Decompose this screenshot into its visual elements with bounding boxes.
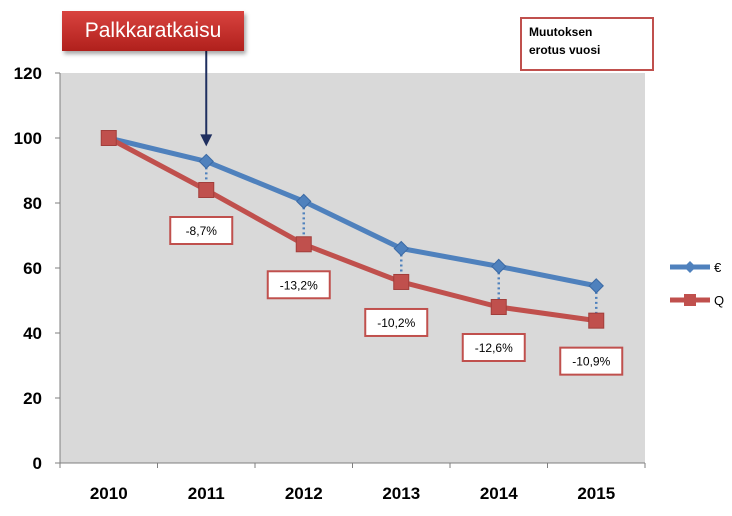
point-marker	[490, 299, 507, 315]
legend-marker	[684, 294, 696, 306]
banner-palkkaratkaisu: Palkkaratkaisu	[62, 11, 244, 51]
difference-label: -10,9%	[572, 355, 610, 369]
note-line-2: erotus vuosi	[529, 43, 601, 57]
x-tick-label: 2013	[382, 484, 420, 503]
point-marker	[295, 236, 312, 253]
difference-box	[169, 216, 234, 245]
legend: €Q	[670, 260, 724, 308]
y-tick-label: 20	[23, 389, 42, 408]
legend-marker	[684, 261, 696, 273]
difference-label: -8,7%	[186, 224, 218, 238]
legend-label: Q	[714, 293, 724, 308]
note-box: Muutoksen erotus vuosi	[520, 17, 654, 71]
banner-arrow	[200, 51, 213, 147]
y-tick-label: 0	[33, 454, 42, 473]
difference-box	[559, 346, 624, 376]
y-tick-label: 80	[23, 194, 42, 213]
point-marker	[296, 193, 312, 210]
x-tick-label: 2010	[90, 484, 128, 503]
difference-box	[266, 270, 331, 300]
difference-box	[364, 307, 429, 337]
point-marker	[198, 182, 215, 198]
difference-label: -12,6%	[475, 341, 513, 355]
legend-label: €	[714, 260, 722, 275]
series-line-0	[108, 135, 597, 289]
difference-boxes: -8,7% -13,2% -10,2% -12,6% -10,9%	[169, 216, 624, 376]
point-marker	[588, 278, 604, 294]
point-marker	[393, 240, 409, 257]
point-marker	[100, 130, 117, 146]
y-tick-label: 120	[14, 64, 42, 83]
x-tick-label: 2015	[577, 484, 615, 503]
point-marker	[198, 153, 214, 170]
x-tick-label: 2011	[188, 484, 225, 503]
x-tick-label: 2012	[285, 484, 323, 503]
plot-area	[60, 73, 645, 463]
axes: 0 20 40 60 80 100 120 2010 2011 2012 2013 2014 2015	[14, 64, 646, 503]
difference-label: -10,2%	[377, 316, 415, 330]
arrow-head	[200, 134, 213, 147]
series-line-1	[107, 135, 597, 324]
point-marker	[393, 273, 410, 290]
x-tick-label: 2014	[480, 484, 518, 503]
difference-box	[461, 333, 526, 362]
series-layer	[100, 130, 605, 329]
y-tick-label: 100	[14, 129, 42, 148]
note-line-1: Muutoksen	[529, 25, 593, 39]
point-marker	[588, 312, 605, 329]
difference-label: -13,2%	[280, 278, 318, 292]
difference-connectors	[205, 167, 598, 315]
point-marker	[491, 258, 507, 275]
y-tick-label: 40	[23, 324, 42, 343]
y-tick-label: 60	[23, 259, 42, 278]
